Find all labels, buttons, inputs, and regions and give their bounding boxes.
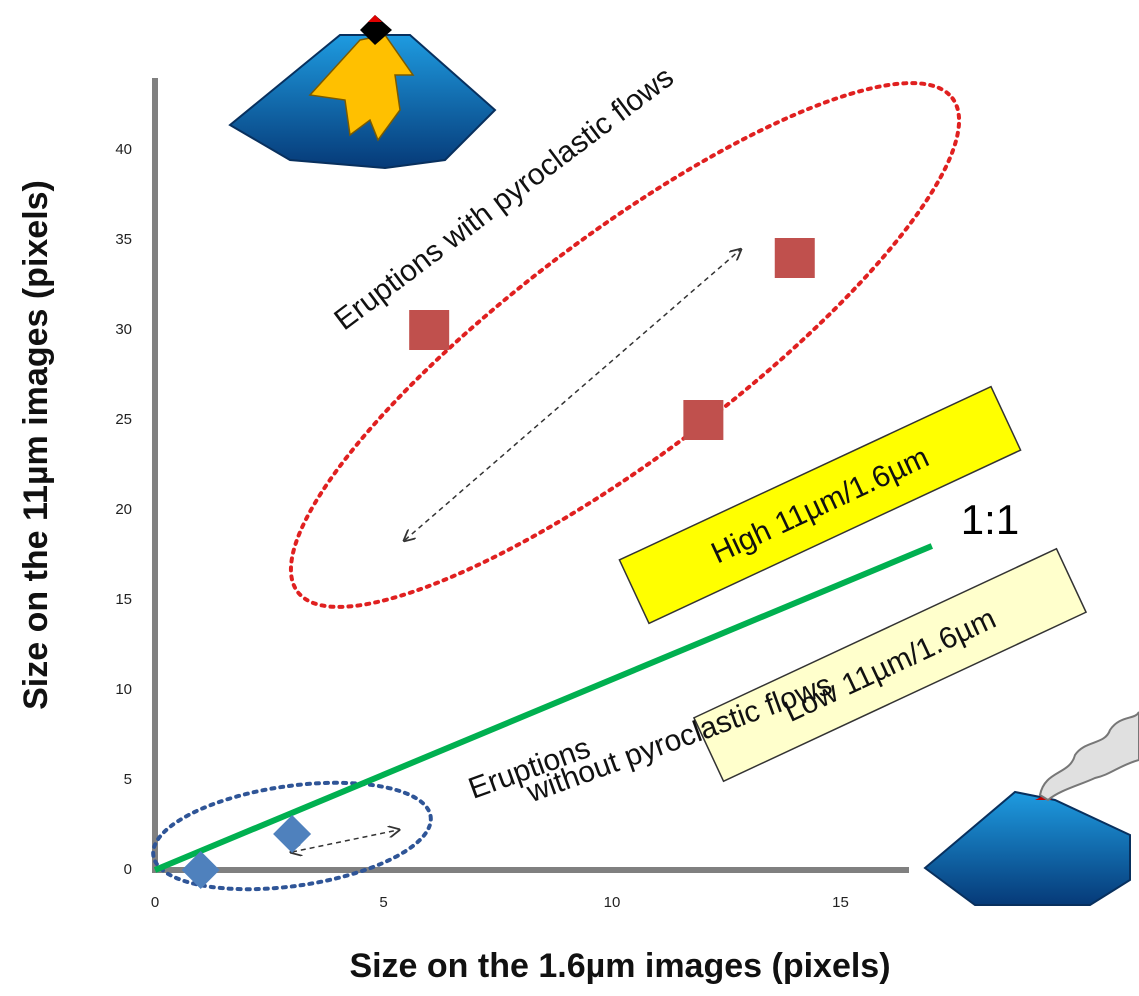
volcano-icon-quiet [925, 712, 1139, 905]
y-tick-label: 15 [115, 591, 132, 608]
data-point [409, 310, 449, 350]
y-tick-label: 35 [115, 231, 132, 248]
y-tick-label: 20 [115, 501, 132, 518]
volcano-icon-erupting [230, 15, 495, 168]
data-point [683, 400, 723, 440]
x-tick-label: 5 [379, 894, 387, 911]
y-tick-label: 40 [115, 141, 132, 158]
y-tick-label: 25 [115, 411, 132, 428]
y-tick-label: 10 [115, 681, 132, 698]
low-ratio-box: Low 11µm/1.6µm [694, 549, 1086, 781]
x-tick-label: 10 [604, 894, 621, 911]
y-tick-label: 30 [115, 321, 132, 338]
spread-arrow [405, 250, 740, 540]
page: {"chart_data": {"type": "scatter", "x_la… [0, 0, 1139, 996]
x-axis-title: Size on the 1.6µm images (pixels) [349, 947, 890, 985]
annotation: 1:1 [961, 496, 1019, 543]
chart: High 11µm/1.6µm Low 11µm/1.6µm Eruptions… [0, 0, 1139, 996]
y-tick-label: 5 [124, 771, 132, 788]
x-tick-label: 15 [832, 894, 849, 911]
x-tick-label: 0 [151, 894, 159, 911]
y-axis-title: Size on the 11µm images (pixels) [17, 180, 55, 710]
data-point [775, 238, 815, 278]
y-tick-label: 0 [124, 861, 132, 878]
